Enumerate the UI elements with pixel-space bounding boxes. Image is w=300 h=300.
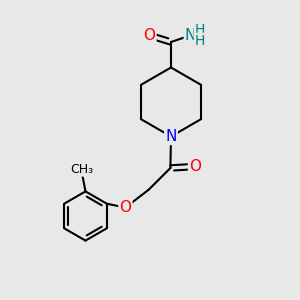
Text: CH₃: CH₃	[70, 163, 94, 176]
Text: O: O	[143, 28, 155, 43]
Text: N: N	[185, 28, 196, 44]
Text: O: O	[189, 159, 201, 174]
Text: H: H	[195, 34, 205, 48]
Text: O: O	[119, 200, 131, 215]
Text: N: N	[165, 129, 177, 144]
Text: H: H	[195, 23, 205, 37]
